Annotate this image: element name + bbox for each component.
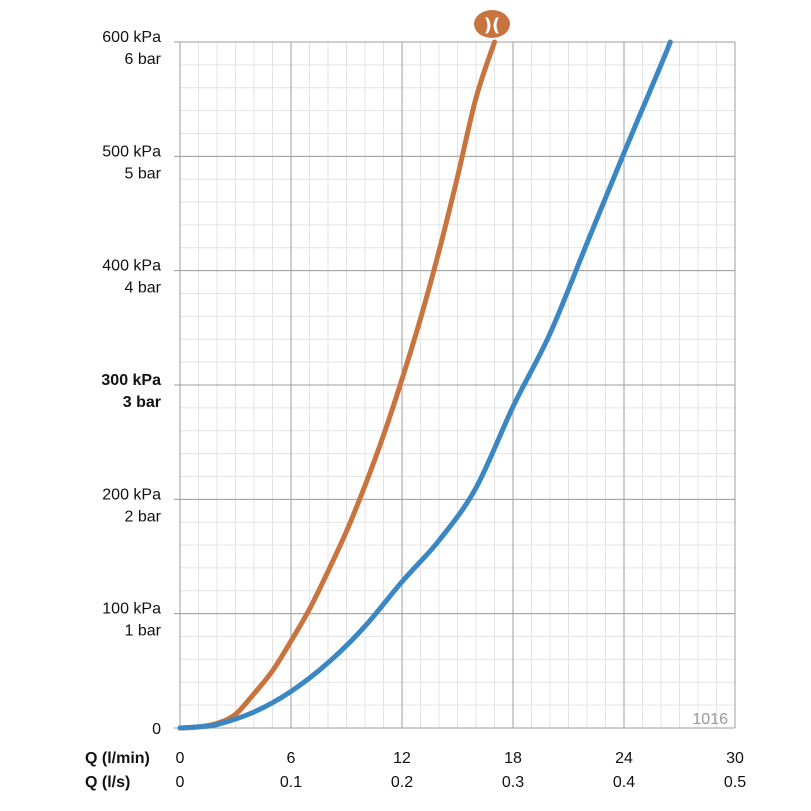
y-tick-label-bar: 2 bar	[125, 508, 162, 525]
x-tick-label-lmin: 0	[176, 750, 185, 767]
y-axis-tick-labels: 0 100 kPa 1 bar 200 kPa 2 bar 300 kPa 3 bar 400…	[101, 29, 161, 738]
x-tick-label-lmin: 6	[287, 750, 296, 767]
y-tick-label-bar: 1 bar	[125, 623, 162, 640]
x-tick-label-lmin: 18	[504, 750, 522, 767]
y-tick-label-kpa: 100 kPa	[102, 601, 161, 618]
x-tick-label-ls: 0.1	[280, 774, 302, 791]
x-tick-label-ls: 0.5	[724, 774, 746, 791]
y-tick-label-kpa: 200 kPa	[102, 486, 161, 503]
major-grid	[174, 41, 736, 729]
x-tick-label-ls: 0.3	[502, 774, 524, 791]
x-axis-tick-labels: 0 0 6 0.1 12 0.2 18 0.3 24 0.4 30 0.5	[176, 750, 747, 791]
x-tick-label-ls: 0.2	[391, 774, 413, 791]
y-tick-label-kpa: 400 kPa	[102, 258, 161, 275]
y-tick-label-kpa: 300 kPa	[101, 372, 161, 389]
logo-glyph-icon: )(	[484, 15, 500, 36]
x-tick-label-ls: 0	[176, 774, 185, 791]
x-tick-label-ls: 0.4	[613, 774, 635, 791]
y-tick-label-kpa: 600 kPa	[102, 29, 161, 46]
x-axis-title-secondary: Q (l/s)	[85, 774, 130, 791]
logo-badge	[474, 10, 510, 38]
y-tick-label-kpa: 0	[152, 721, 161, 738]
series-line-1	[177, 39, 497, 731]
x-tick-label-lmin: 24	[615, 750, 633, 767]
y-tick-label-bar: 6 bar	[125, 51, 162, 68]
series-line-2	[177, 39, 673, 731]
x-tick-label-lmin: 30	[726, 750, 744, 767]
y-tick-label-kpa: 500 kPa	[102, 143, 161, 160]
x-tick-label-lmin: 12	[393, 750, 411, 767]
brand-logo: )(	[474, 10, 510, 38]
x-axis-title-primary: Q (l/min)	[85, 750, 150, 767]
y-tick-label-bar: 5 bar	[125, 165, 162, 182]
y-tick-label-bar: 4 bar	[125, 280, 162, 297]
series-layer	[177, 39, 673, 731]
chart-code-label: 1016	[692, 711, 728, 728]
y-tick-label-bar: 3 bar	[123, 394, 161, 411]
